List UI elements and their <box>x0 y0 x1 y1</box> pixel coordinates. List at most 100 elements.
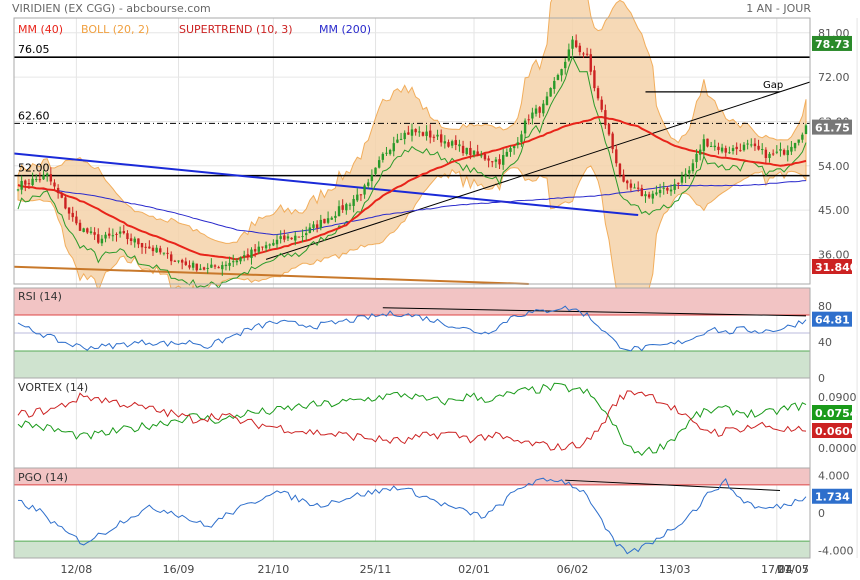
candle-body <box>636 187 640 189</box>
candle-body <box>297 236 301 238</box>
candle-body <box>786 150 789 156</box>
candle-body <box>126 233 129 240</box>
candle-body <box>257 246 260 252</box>
candle-body <box>396 139 399 143</box>
candle-body <box>381 153 385 160</box>
candle-body <box>356 194 359 201</box>
candle-body <box>283 235 286 240</box>
price-tick-label: 72.00 <box>818 71 850 84</box>
x-tick-label: 16/09 <box>163 563 195 576</box>
candle-body <box>695 153 698 163</box>
candle-body <box>640 188 644 197</box>
candle-body <box>494 159 498 162</box>
candle-body <box>447 142 450 147</box>
candle-body <box>782 150 786 155</box>
candle-body <box>228 262 231 266</box>
candle-body <box>86 228 89 233</box>
candle-body <box>691 163 695 172</box>
pgo-badge-bg <box>812 488 852 504</box>
candle-body <box>542 103 545 114</box>
pgo-title: PGO (14) <box>18 471 68 484</box>
candle-body <box>213 265 217 267</box>
candle-body <box>49 174 53 182</box>
price-tick-label: 45.00 <box>818 204 850 217</box>
candle-body <box>746 143 749 145</box>
candle-body <box>534 108 538 114</box>
chart-period: 1 AN - JOUR <box>746 2 811 15</box>
candle-body <box>363 185 366 195</box>
candle-body <box>202 267 206 270</box>
candle-body <box>290 237 293 240</box>
candle-body <box>498 159 501 165</box>
candle-body <box>308 227 312 233</box>
candle-body <box>264 245 268 249</box>
candle-body <box>509 148 512 152</box>
rsi-oversold-zone <box>14 351 810 378</box>
candle-body <box>761 149 764 151</box>
candle-body <box>173 260 177 262</box>
candle-body <box>206 267 209 269</box>
candle-body <box>221 265 224 270</box>
vortex-plus-badge: 0.0754 <box>815 407 858 420</box>
candle-body <box>407 132 410 135</box>
candle-body <box>108 233 111 236</box>
x-tick-label: 01/07 <box>777 563 809 576</box>
candle-body <box>151 247 155 252</box>
badge-low-bg <box>812 259 852 274</box>
candle-body <box>720 147 724 152</box>
candle-body <box>35 179 38 181</box>
candle-body <box>148 246 151 249</box>
candle-body <box>374 167 377 174</box>
candle-body <box>294 235 297 241</box>
candle-body <box>600 99 603 110</box>
candle-body <box>403 132 406 140</box>
candle-body <box>589 54 592 72</box>
x-tick-label: 17/04 <box>761 563 793 576</box>
candle-body <box>523 120 527 134</box>
gap-label: Gap <box>763 80 783 91</box>
candle-body <box>425 131 428 137</box>
candle-body <box>469 147 472 156</box>
candle-body <box>410 129 414 136</box>
candle-body <box>450 141 454 146</box>
candle-body <box>622 174 625 182</box>
candle-body <box>567 49 571 61</box>
candle-body <box>611 133 614 150</box>
candle-body <box>64 197 67 209</box>
candle-body <box>370 175 374 182</box>
candle-body <box>118 231 122 234</box>
badge-last: 61.75 <box>815 122 850 135</box>
candle-body <box>662 187 665 189</box>
level-label: 52.00 <box>18 162 50 175</box>
vortex-minus-line <box>17 390 807 451</box>
legend-item: BOLL (20, 2) <box>81 23 149 36</box>
candle-body <box>250 249 253 259</box>
candle-body <box>323 218 326 224</box>
candle-body <box>31 178 34 186</box>
candle-body <box>644 194 647 197</box>
candle-body <box>432 136 436 138</box>
candle-body <box>224 264 228 267</box>
x-tick-label: 25/11 <box>360 563 392 576</box>
candle-body <box>78 222 82 231</box>
orange-trendline <box>13 265 529 285</box>
candle-body <box>465 147 468 155</box>
candle-body <box>556 75 560 80</box>
mm40-line <box>17 115 807 261</box>
x-tick-label: 12/08 <box>61 563 93 576</box>
candle-body <box>199 268 202 270</box>
candle-body <box>71 212 74 218</box>
candle-body <box>626 180 629 184</box>
candle-body <box>724 148 727 153</box>
bollinger-band <box>17 0 807 315</box>
candle-body <box>790 146 793 152</box>
candle-body <box>651 193 654 199</box>
candle-body <box>155 247 158 253</box>
vortex-plus-badge-bg <box>812 405 852 420</box>
candle-body <box>658 189 662 194</box>
candle-body <box>491 161 494 163</box>
price-tick-label: 36.00 <box>818 248 850 261</box>
candle-body <box>527 119 530 121</box>
candle-body <box>67 207 71 214</box>
candle-body <box>699 149 702 155</box>
